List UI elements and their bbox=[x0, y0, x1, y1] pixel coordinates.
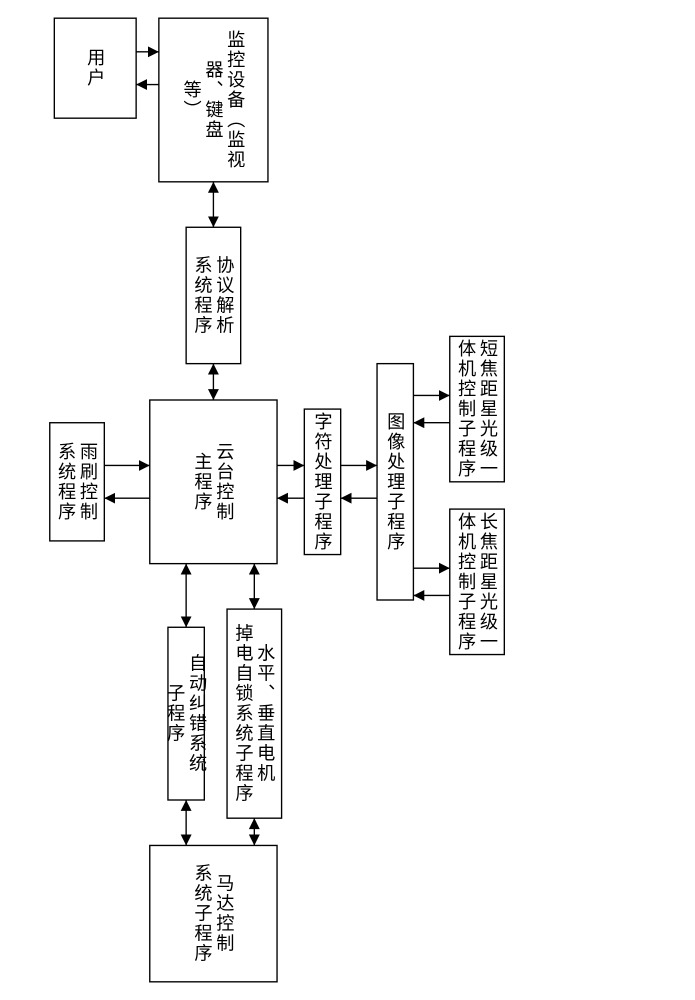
node-user-text-0: 用户 bbox=[85, 48, 105, 88]
node-long-text-0: 长焦距星光级一 bbox=[478, 512, 498, 652]
node-protocol-text-0: 协议解析 bbox=[214, 255, 234, 335]
node-hvlock-text-0: 水平、垂直电机 bbox=[255, 644, 275, 784]
node-monitor-text-0: 监控设备︵监视 bbox=[225, 30, 245, 170]
flowchart-canvas: 用户监控设备︵监视器、键盘等︶协议解析系统程序雨刷控制系统程序云台控制主程序字符… bbox=[0, 0, 695, 1000]
node-monitor-text-1: 器、键盘 bbox=[203, 60, 223, 140]
node-autoerr-text-0: 自动纠错系统 bbox=[187, 654, 207, 774]
node-motor-text-0: 马达控制 bbox=[214, 874, 234, 954]
node-motor: 马达控制系统子程序 bbox=[150, 845, 277, 981]
node-image-text-0: 图像处理子程序 bbox=[385, 412, 405, 552]
node-autoerr-text-1: 子程序 bbox=[165, 684, 185, 744]
node-char: 字符处理子程序 bbox=[304, 409, 340, 554]
node-monitor: 监控设备︵监视器、键盘等︶ bbox=[159, 18, 268, 182]
node-wiper-text-1: 系统程序 bbox=[56, 442, 76, 522]
node-wiper-text-0: 雨刷控制 bbox=[78, 442, 98, 522]
node-short-text-1: 体机控制子程序 bbox=[456, 339, 476, 479]
node-wiper: 雨刷控制系统程序 bbox=[50, 423, 105, 541]
node-char-text-0: 字符处理子程序 bbox=[313, 412, 333, 552]
node-main-text-0: 云台控制 bbox=[214, 442, 234, 522]
node-long: 长焦距星光级一体机控制子程序 bbox=[450, 509, 505, 654]
node-main: 云台控制主程序 bbox=[150, 400, 277, 564]
node-monitor-text-2: 等︶ bbox=[182, 80, 202, 120]
node-hvlock-text-1: 掉电自锁系统子程序 bbox=[233, 624, 253, 804]
node-autoerr: 自动纠错系统子程序 bbox=[165, 627, 207, 800]
node-image: 图像处理子程序 bbox=[377, 364, 413, 600]
node-main-text-1: 主程序 bbox=[193, 452, 213, 512]
node-motor-text-1: 系统子程序 bbox=[193, 864, 213, 964]
node-short-text-0: 短焦距星光级一 bbox=[478, 339, 498, 479]
node-hvlock: 水平、垂直电机掉电自锁系统子程序 bbox=[227, 609, 282, 818]
node-short: 短焦距星光级一体机控制子程序 bbox=[450, 336, 505, 481]
node-protocol: 协议解析系统程序 bbox=[186, 227, 241, 363]
node-protocol-text-1: 系统程序 bbox=[193, 255, 213, 335]
node-user: 用户 bbox=[54, 18, 136, 118]
node-long-text-1: 体机控制子程序 bbox=[456, 512, 476, 652]
